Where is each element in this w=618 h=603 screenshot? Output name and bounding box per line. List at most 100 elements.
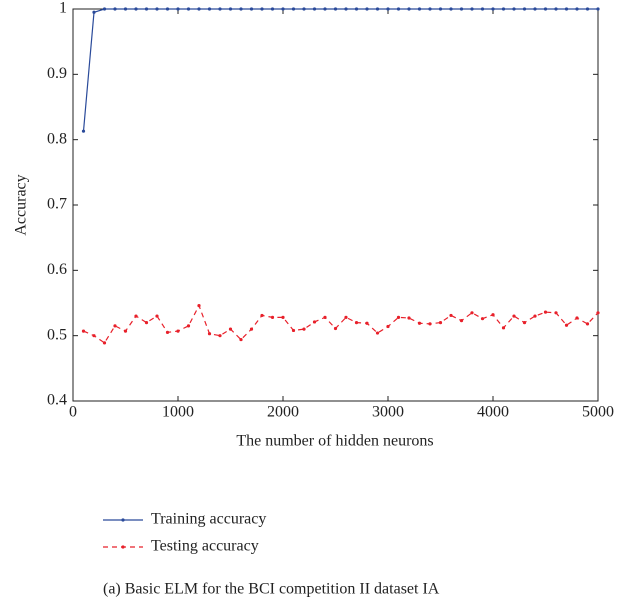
point [176,7,180,11]
point [197,304,201,308]
point [543,310,548,314]
point [428,322,432,326]
point [564,323,569,327]
point [449,313,453,318]
legend-point [121,518,125,522]
point [312,320,317,324]
point [207,7,212,11]
x-axis-label: The number of hidden neurons [236,433,433,450]
point [543,7,548,11]
point [396,7,401,11]
point [176,329,180,333]
point [365,7,369,11]
point [302,7,306,11]
x-tick-label: 3000 [372,404,404,421]
point [281,315,285,319]
point [480,317,485,321]
point [365,321,369,325]
point [123,329,128,333]
x-tick-label: 1000 [162,404,194,421]
x-tick-label: 4000 [477,404,509,421]
point [554,311,558,315]
x-tick-label: 0 [69,404,77,421]
point [102,7,107,11]
point [291,328,296,333]
point [396,315,401,319]
point [344,315,348,319]
point [512,314,516,318]
point [207,332,212,336]
y-tick-label: 0.7 [47,196,67,213]
point [512,7,516,11]
point [218,334,222,338]
point [312,7,317,11]
point [491,313,495,317]
point [144,321,149,325]
point [260,313,264,318]
point [375,331,380,335]
point [113,324,117,328]
point [260,7,264,11]
point [522,321,527,325]
point [134,314,138,318]
point [407,7,411,11]
point [449,7,453,11]
caption: (a) Basic ELM for the BCI competition II… [103,581,440,598]
point [155,314,159,318]
point [113,7,117,11]
point [81,329,86,333]
point [323,315,327,319]
point [554,7,558,11]
point [417,321,422,325]
point [197,7,201,11]
point [165,7,170,11]
legend-label: Training accuracy [151,511,266,528]
y-tick-label: 0.9 [47,65,67,82]
point [480,7,485,11]
series-line [82,8,598,132]
point [92,10,96,14]
point [333,326,338,331]
point [102,341,107,345]
x-tick-label: 5000 [582,404,614,421]
point [270,315,275,319]
point [459,7,464,11]
point [239,7,243,11]
point [291,7,296,11]
point [333,7,338,11]
point [281,7,285,11]
point [228,7,233,11]
point [564,7,569,11]
y-tick-label: 0.4 [47,392,67,409]
point [596,7,600,11]
point [596,311,600,315]
point [375,7,380,11]
point [575,7,579,11]
point [228,327,233,331]
y-tick-label: 0.8 [47,130,67,147]
point [144,7,149,11]
series-line [83,304,599,344]
point [386,7,390,11]
point [501,7,506,11]
point [81,129,86,133]
y-tick-label: 0.5 [47,326,67,343]
point [428,7,432,11]
point [501,326,506,330]
y-axis-label: Accuracy [13,174,30,235]
point [134,7,138,11]
point [575,316,579,320]
legend-point [121,545,125,549]
point [165,330,170,334]
point [218,7,222,11]
point [533,314,537,318]
point [123,7,128,11]
point [354,321,359,325]
legend-label: Testing accuracy [151,538,259,555]
plot-frame [72,8,599,402]
y-tick-label: 1 [59,0,67,17]
point [186,7,191,11]
point [533,7,537,11]
point [417,7,422,11]
